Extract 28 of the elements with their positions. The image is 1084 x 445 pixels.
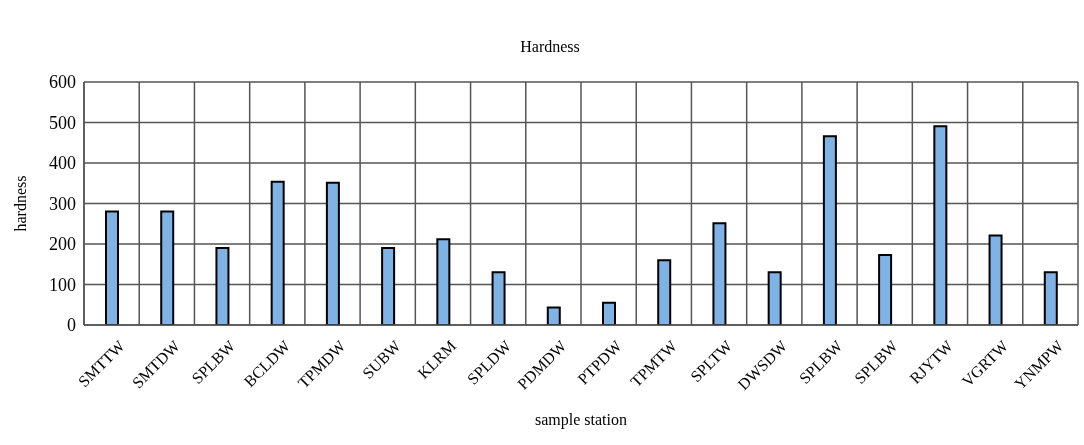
bar [933, 125, 948, 325]
bar [325, 181, 340, 325]
bar [767, 271, 782, 325]
bar [546, 306, 561, 325]
y-tick-label: 600 [49, 72, 76, 93]
bar [1043, 271, 1058, 325]
bar [105, 210, 119, 325]
y-tick-label: 300 [49, 193, 76, 214]
x-axis-title: sample station [535, 411, 627, 429]
bar [878, 253, 893, 325]
bar [381, 247, 396, 325]
bar [602, 301, 616, 325]
y-tick-label: 200 [49, 234, 76, 255]
bar [436, 238, 451, 325]
y-tick-label: 0 [67, 315, 76, 336]
bar [988, 234, 1003, 325]
y-tick-label: 500 [49, 112, 76, 133]
bar [215, 247, 230, 325]
bar [160, 210, 175, 325]
y-tick-label: 400 [49, 153, 76, 174]
bar [712, 222, 727, 325]
bar [270, 180, 285, 325]
chart-title: Hardness [519, 38, 581, 56]
y-tick-label: 100 [49, 274, 76, 295]
bar [657, 259, 672, 325]
bar [491, 271, 506, 325]
bar [822, 135, 837, 325]
y-axis-title: hardness [11, 175, 29, 232]
